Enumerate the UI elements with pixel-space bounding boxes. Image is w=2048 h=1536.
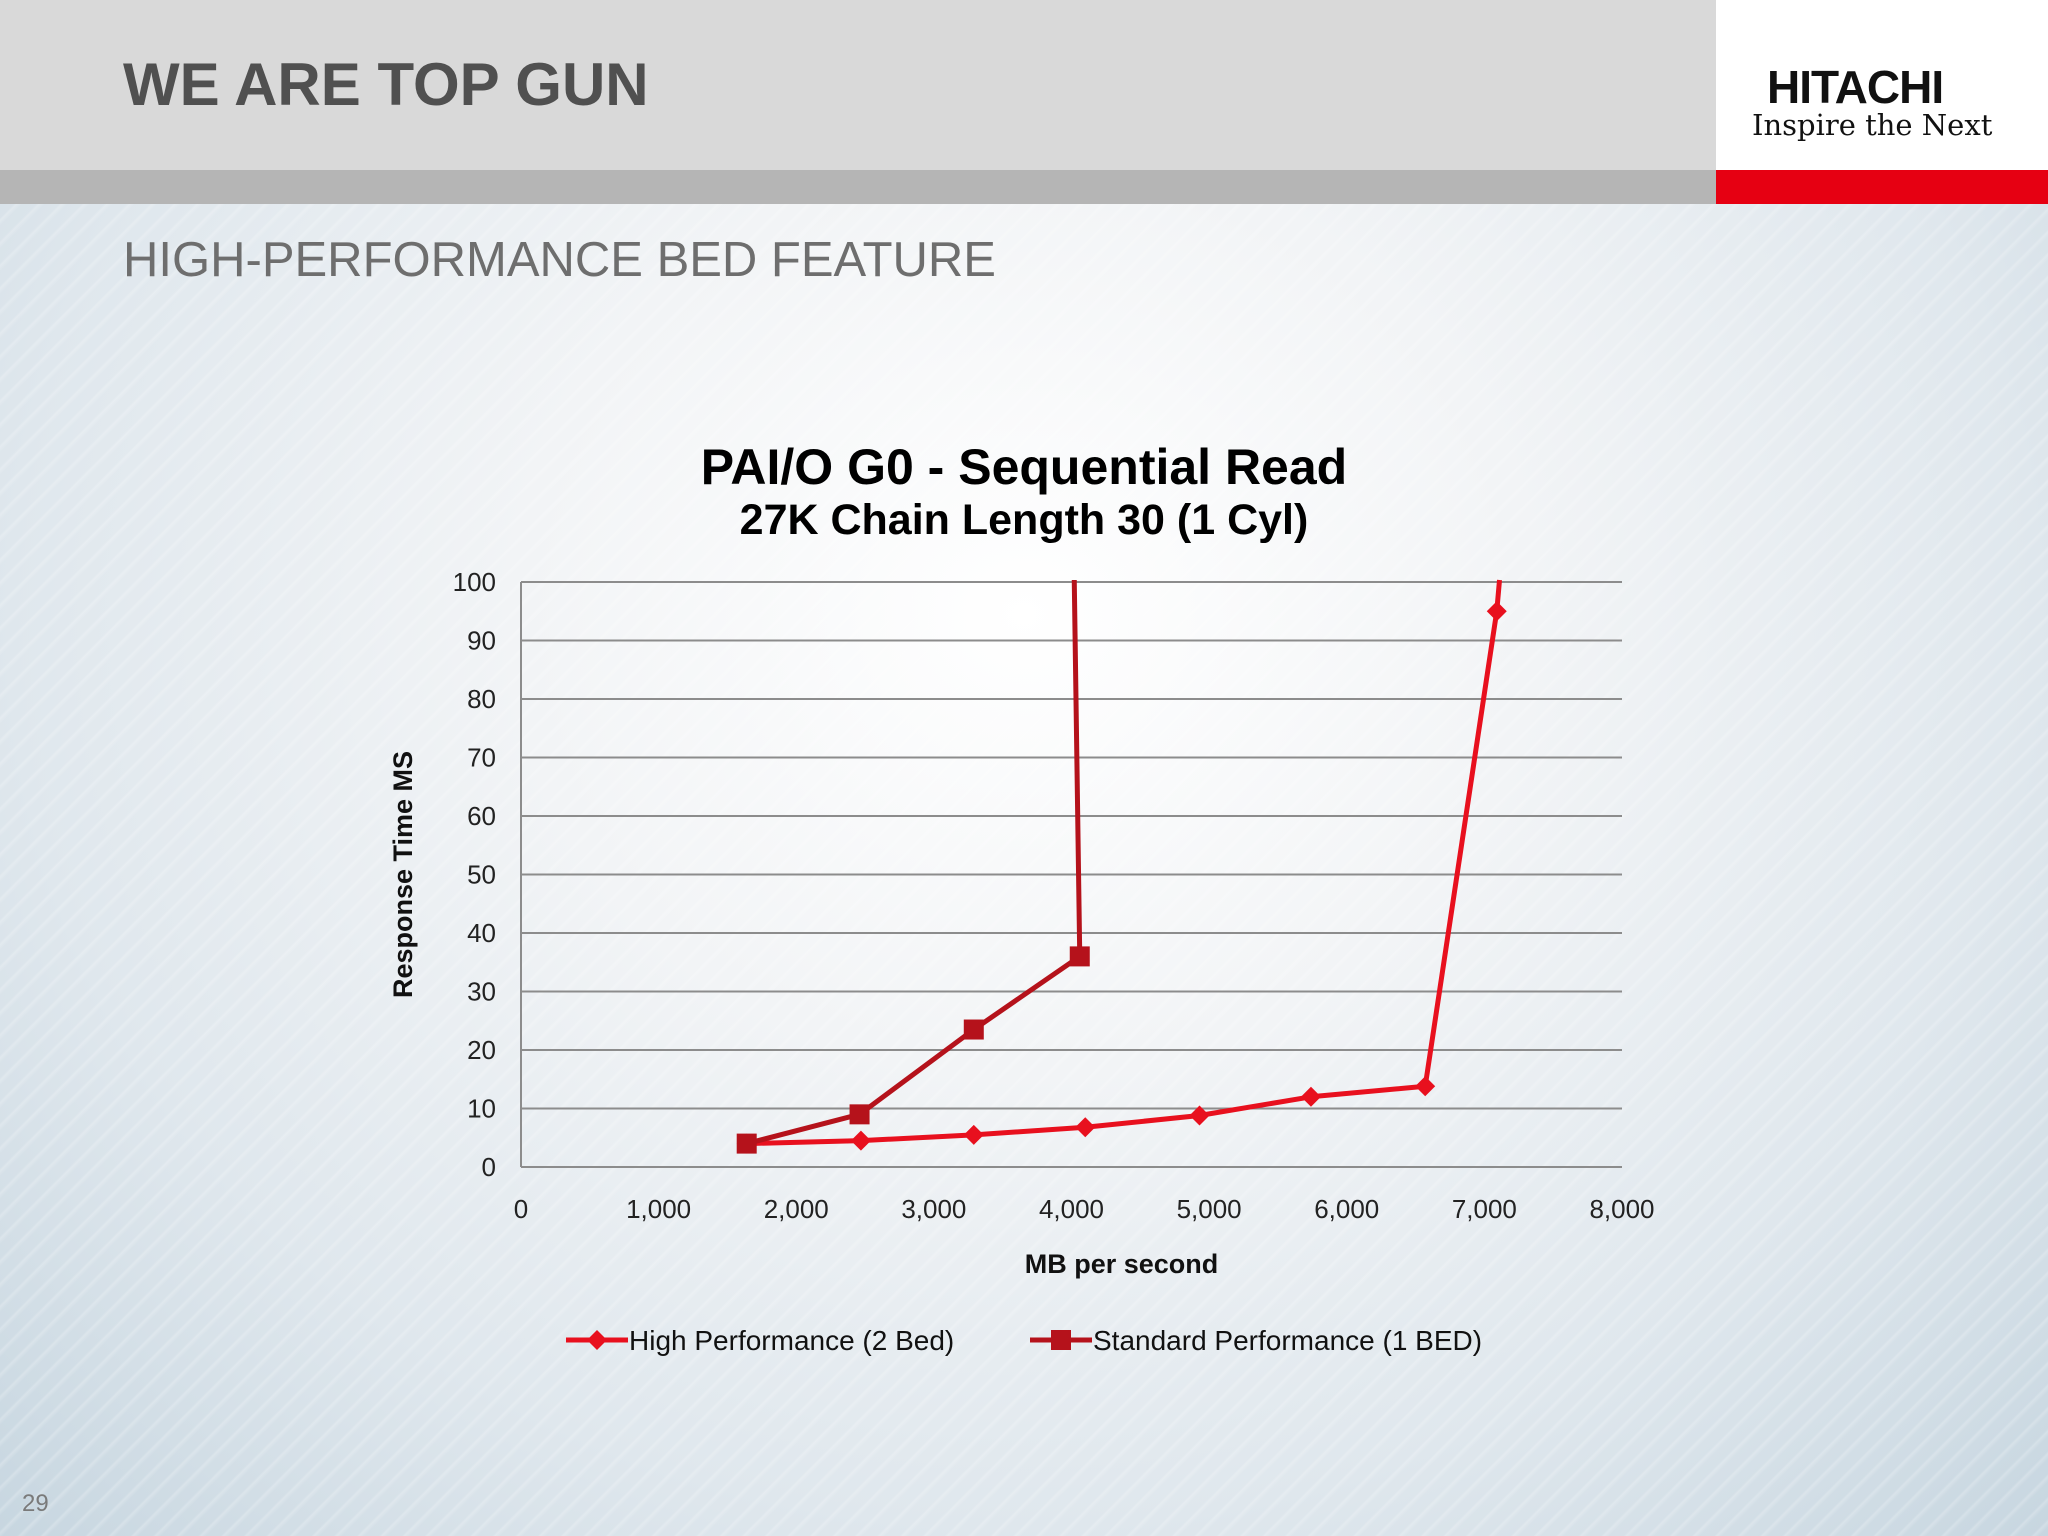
x-tick-label: 8,000 (1589, 1194, 1654, 1224)
slide-subtitle: HIGH-PERFORMANCE BED FEATURE (123, 233, 996, 287)
chart-legend: High Performance (2 Bed) Standard Perform… (566, 1325, 1482, 1356)
data-point (849, 1104, 870, 1125)
x-tick-label: 0 (514, 1194, 528, 1224)
data-point (736, 1133, 757, 1154)
data-point (1300, 1086, 1321, 1107)
chart-title: PAI/O G0 - Sequential Read (700, 439, 1348, 495)
data-point (963, 1124, 984, 1145)
chart-subtitle: 27K Chain Length 30 (1 Cyl) (739, 496, 1309, 544)
header-band-lower (0, 170, 1716, 204)
y-tick-label: 40 (467, 918, 496, 948)
chart-grid (521, 581, 1622, 1168)
y-tick-label: 60 (467, 801, 496, 831)
legend-label: High Performance (2 Bed) (629, 1325, 954, 1356)
y-tick-label: 90 (467, 626, 496, 656)
x-tick-label: 3,000 (901, 1194, 966, 1224)
logo-tagline: Inspire the Next (1752, 108, 1993, 142)
y-tick-label: 80 (467, 684, 496, 714)
x-tick-label: 7,000 (1452, 1194, 1517, 1224)
x-tick-label: 4,000 (1039, 1194, 1104, 1224)
legend-label: Standard Performance (1 BED) (1093, 1325, 1482, 1356)
y-tick-label: 100 (453, 567, 496, 597)
data-point (850, 1130, 871, 1151)
y-tick-label: 20 (467, 1035, 496, 1065)
x-tick-label: 2,000 (764, 1194, 829, 1224)
x-axis-title: MB per second (1025, 1249, 1219, 1279)
header-band (0, 0, 1716, 170)
data-point (1189, 1105, 1210, 1126)
legend-marker (1051, 1330, 1071, 1350)
page-number: 29 (22, 1490, 49, 1517)
y-axis-title: Response Time MS (388, 751, 418, 998)
series-line-2 (746, 579, 1083, 1147)
series-line-1 (746, 579, 1503, 1147)
data-point (1486, 601, 1507, 622)
y-tick-label: 10 (467, 1094, 496, 1124)
data-point (1415, 1076, 1436, 1097)
slide-title: WE ARE TOP GUN (123, 51, 649, 118)
y-tick-label: 0 (482, 1152, 496, 1182)
hitachi-logo: HITACHI (1767, 61, 1944, 113)
x-tick-label: 5,000 (1177, 1194, 1242, 1224)
data-point (1069, 946, 1090, 967)
chart-labels: 0 10 20 30 40 50 60 70 80 90 100 0 1,000 2,000 3,000 4,… (453, 567, 1655, 1224)
y-tick-label: 50 (467, 860, 496, 890)
data-point (1075, 1117, 1096, 1138)
logo-box (1716, 0, 2048, 170)
y-tick-label: 30 (467, 977, 496, 1007)
chart-series (736, 579, 1507, 1154)
data-point (963, 1019, 984, 1040)
x-tick-label: 6,000 (1314, 1194, 1379, 1224)
y-tick-label: 70 (467, 743, 496, 773)
x-tick-label: 1,000 (626, 1194, 691, 1224)
logo-red-bar (1716, 170, 2048, 204)
legend-marker (587, 1330, 607, 1350)
